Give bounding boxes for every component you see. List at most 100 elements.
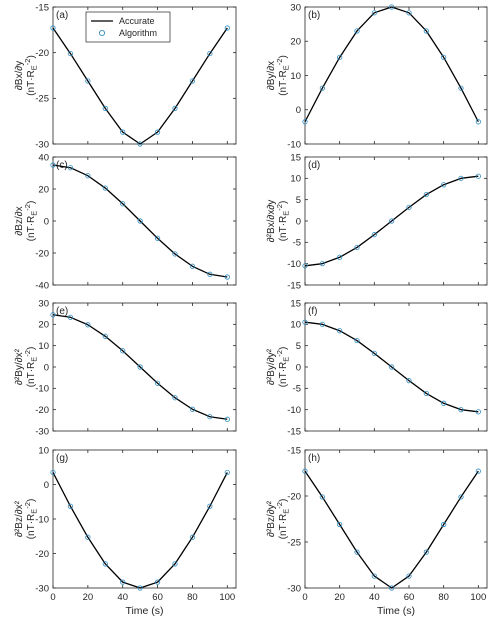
y-tick-label: -40 [35,280,49,291]
y-axis-label-line1: ∂²Bz/∂x² [14,500,25,537]
algorithm-marker [102,561,108,567]
algorithm-marker [423,28,429,34]
algorithm-marker [189,78,196,84]
algorithm-marker [406,378,412,384]
algorithm-marker [475,173,481,179]
algorithm-marker [319,85,325,91]
legend-algorithm-label: Algorithm [119,28,157,38]
algorithm-marker [137,218,143,224]
algorithm-marker [137,364,143,370]
y-tick-label: -20 [35,549,49,560]
algorithm-marker [406,573,412,579]
unit-superscript: -2 [275,204,284,211]
y-axis-label-line1: ∂By/∂x [266,61,277,90]
algorithm-marker [67,503,74,509]
algorithm-marker [85,78,91,84]
axes-box [52,156,237,286]
algorithm-marker [475,119,481,125]
panel-e: -30 -20 -10 0 10 20 30 (e) ∂²By/∂x²(nT·RE-2) [14,298,237,437]
algorithm-marker [85,173,91,179]
y-axis-label-line2: (nT·R [278,514,289,540]
y-tick-label: -15 [35,2,49,13]
axes-box [304,449,488,589]
x-tick-label: 60 [152,592,163,603]
unit-subscript: E [282,357,291,362]
y-tick-label: -25 [287,537,301,548]
x-tick-label: 80 [438,592,449,603]
y-tick-label: 0 [296,105,301,116]
y-tick-label: -30 [287,583,301,594]
y-tick-label: 10 [290,174,301,185]
algorithm-marker [475,409,481,415]
algorithm-marker [172,251,178,257]
unit-subscript: E [30,509,39,514]
y-tick-label: 30 [290,2,301,13]
x-tick-label: 40 [369,592,380,603]
y-tick-label: 15 [290,152,301,163]
algorithm-marker [85,534,91,540]
algorithm-marker [120,129,126,135]
y-tick-label: 0 [44,362,49,373]
panel-f: -15 -10 -5 0 5 10 15 (f) ∂²By/∂y²(nT·RE-2) [266,298,488,437]
unit-superscript: -2 [275,502,284,509]
algorithm-marker [172,395,178,401]
x-tick-label: 80 [187,592,198,603]
unit-close: ) [278,499,289,502]
y-tick-label: 10 [290,71,301,82]
y-tick-label: 5 [296,195,301,206]
algorithm-marker [389,4,395,10]
y-axis-label-line2: (nT·R [26,216,37,242]
y-tick-label: 0 [296,216,301,227]
y-tick-label: -15 [287,445,301,456]
algorithm-marker [389,364,395,370]
y-tick-label: 0 [296,362,301,373]
algorithm-marker [458,407,464,413]
algorithm-marker [423,191,429,198]
y-tick-label: -20 [35,48,49,59]
algorithm-marker [371,350,377,356]
algorithm-marker [423,390,429,397]
series-accurate-line [52,164,228,278]
unit-close: ) [26,499,37,502]
panel-h: 0 20 40 60 80 100 -30 -25 -20 -15 (h) ∂²Bz/∂y²(nT·R… [266,445,488,617]
series-algorithm-markers [302,468,481,591]
axes-box [52,449,237,589]
unit-superscript: -2 [23,59,32,66]
unit-subscript: E [282,509,291,514]
algorithm-marker [172,561,178,567]
unit-superscript: -2 [23,350,32,357]
algorithm-marker [406,204,412,210]
panel-label: (c) [56,160,68,171]
y-tick-label: -5 [293,384,301,395]
algorithm-marker [224,469,230,476]
y-tick-label: 20 [290,37,301,48]
algorithm-marker [207,503,213,509]
y-axis-label-line1: ∂²By/∂x² [14,348,25,385]
y-tick-label: -15 [287,280,301,291]
y-tick-label: -25 [35,94,49,105]
algorithm-marker [224,25,230,31]
panel-label: (f) [308,306,317,317]
algorithm-marker [371,10,377,16]
algorithm-marker [319,494,325,500]
algorithm-marker [354,244,360,251]
y-axis-label: ∂Bz/∂x(nT·RE-2) [14,201,39,242]
algorithm-marker [441,182,447,188]
x-axis-label: Time (s) [377,605,415,617]
unit-superscript: -2 [275,350,284,357]
y-axis-label-line2: (nT·R [278,70,289,96]
algorithm-marker [120,201,126,207]
y-axis-label: ∂²By/∂x²(nT·RE-2) [14,347,39,388]
x-tick-label: 40 [117,592,128,603]
y-tick-label: -10 [287,259,301,270]
unit-subscript: E [30,357,39,362]
y-tick-label: 15 [290,298,301,309]
legend: Accurate Algorithm [85,11,171,43]
algorithm-marker [423,549,429,555]
series-accurate-line [304,321,479,413]
algorithm-marker [319,261,325,267]
algorithm-marker [102,105,108,111]
series-algorithm-markers [50,25,230,147]
series-accurate-line [304,470,479,589]
algorithm-marker [441,521,447,528]
